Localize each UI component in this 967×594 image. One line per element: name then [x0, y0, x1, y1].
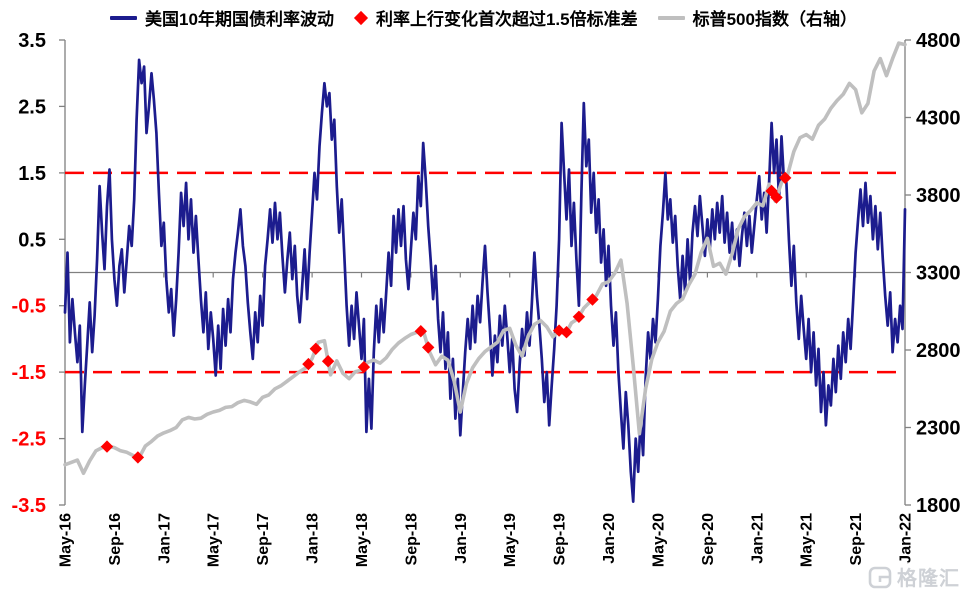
signal-diamonds — [357, 360, 371, 374]
right-tick-label: 2300 — [916, 418, 961, 440]
left-tick-label: 3.5 — [18, 30, 46, 52]
left-tick-label: 0.5 — [18, 229, 46, 251]
legend-item-2: 标普500指数（右轴） — [657, 5, 857, 30]
signal-diamonds — [309, 342, 322, 355]
x-tick-label: Jan-19 — [453, 513, 470, 564]
x-tick-label: May-19 — [502, 513, 519, 567]
x-tick-label: Sep-16 — [107, 513, 124, 566]
x-tick-label: May-20 — [650, 513, 667, 567]
legend-line-marker — [657, 15, 685, 20]
signal-diamonds — [586, 293, 599, 306]
left-tick-label: -2.5 — [12, 429, 46, 451]
x-tick-label: Sep-19 — [552, 513, 569, 566]
x-tick-label: Jan-18 — [305, 513, 322, 564]
x-tick-label: Jan-22 — [898, 513, 915, 564]
legend-line-marker — [110, 15, 138, 20]
signal-diamonds — [414, 325, 427, 338]
signal-diamonds — [422, 341, 435, 354]
legend: 美国10年期国债利率波动 利率上行变化首次超过1.5倍标准差 标普500指数（右轴） — [0, 5, 967, 30]
watermark-text: 格隆汇 — [897, 568, 960, 590]
legend-label-0: 美国10年期国债利率波动 — [145, 10, 334, 29]
left-tick-label: -0.5 — [12, 296, 46, 318]
x-tick-label: Jan-21 — [749, 513, 766, 564]
x-tick-label: Sep-18 — [403, 513, 420, 566]
right-tick-label: 2800 — [916, 340, 961, 362]
x-tick-label: May-18 — [354, 513, 371, 567]
signal-diamonds — [100, 440, 114, 453]
x-tick-label: Sep-21 — [848, 513, 865, 566]
left-tick-label: 1.5 — [18, 163, 46, 185]
x-tick-label: May-16 — [58, 513, 75, 567]
signal-diamonds — [560, 326, 573, 339]
legend-label-1: 利率上行变化首次超过1.5倍标准差 — [375, 10, 638, 29]
signal-diamonds — [552, 324, 566, 337]
watermark: 格隆汇 — [866, 562, 962, 591]
legend-item-0: 美国10年期国债利率波动 — [110, 5, 334, 30]
x-tick-label: May-17 — [206, 513, 223, 567]
glh-logo-icon — [868, 565, 892, 589]
x-tick-label: Sep-20 — [700, 513, 717, 566]
signal-diamonds — [770, 191, 783, 204]
signal-diamonds — [779, 171, 792, 185]
signal-diamonds — [765, 184, 778, 198]
left-tick-label: -1.5 — [12, 362, 46, 384]
right-tick-label: 3800 — [916, 185, 961, 207]
signal-diamonds — [321, 355, 335, 368]
us10y-vol-line — [63, 58, 907, 504]
x-tick-label: Sep-17 — [255, 513, 272, 566]
right-tick-label: 4800 — [916, 30, 961, 52]
right-tick-label: 4300 — [916, 108, 961, 130]
signal-diamonds — [131, 451, 145, 464]
left-tick-label: -3.5 — [12, 495, 46, 517]
x-tick-label: May-21 — [799, 513, 816, 567]
legend-item-1: 利率上行变化首次超过1.5倍标准差 — [353, 5, 638, 30]
right-tick-label: 1800 — [916, 495, 961, 517]
sp500-line — [63, 41, 907, 476]
x-tick-label: Jan-17 — [156, 513, 173, 564]
right-tick-label: 3300 — [916, 263, 961, 285]
legend-diamond-marker — [353, 10, 369, 25]
left-tick-label: 2.5 — [18, 96, 46, 118]
signal-diamonds — [572, 310, 586, 323]
x-tick-label: Jan-20 — [601, 513, 618, 564]
legend-label-2: 标普500指数（右轴） — [692, 10, 857, 29]
signal-diamonds — [302, 357, 315, 371]
